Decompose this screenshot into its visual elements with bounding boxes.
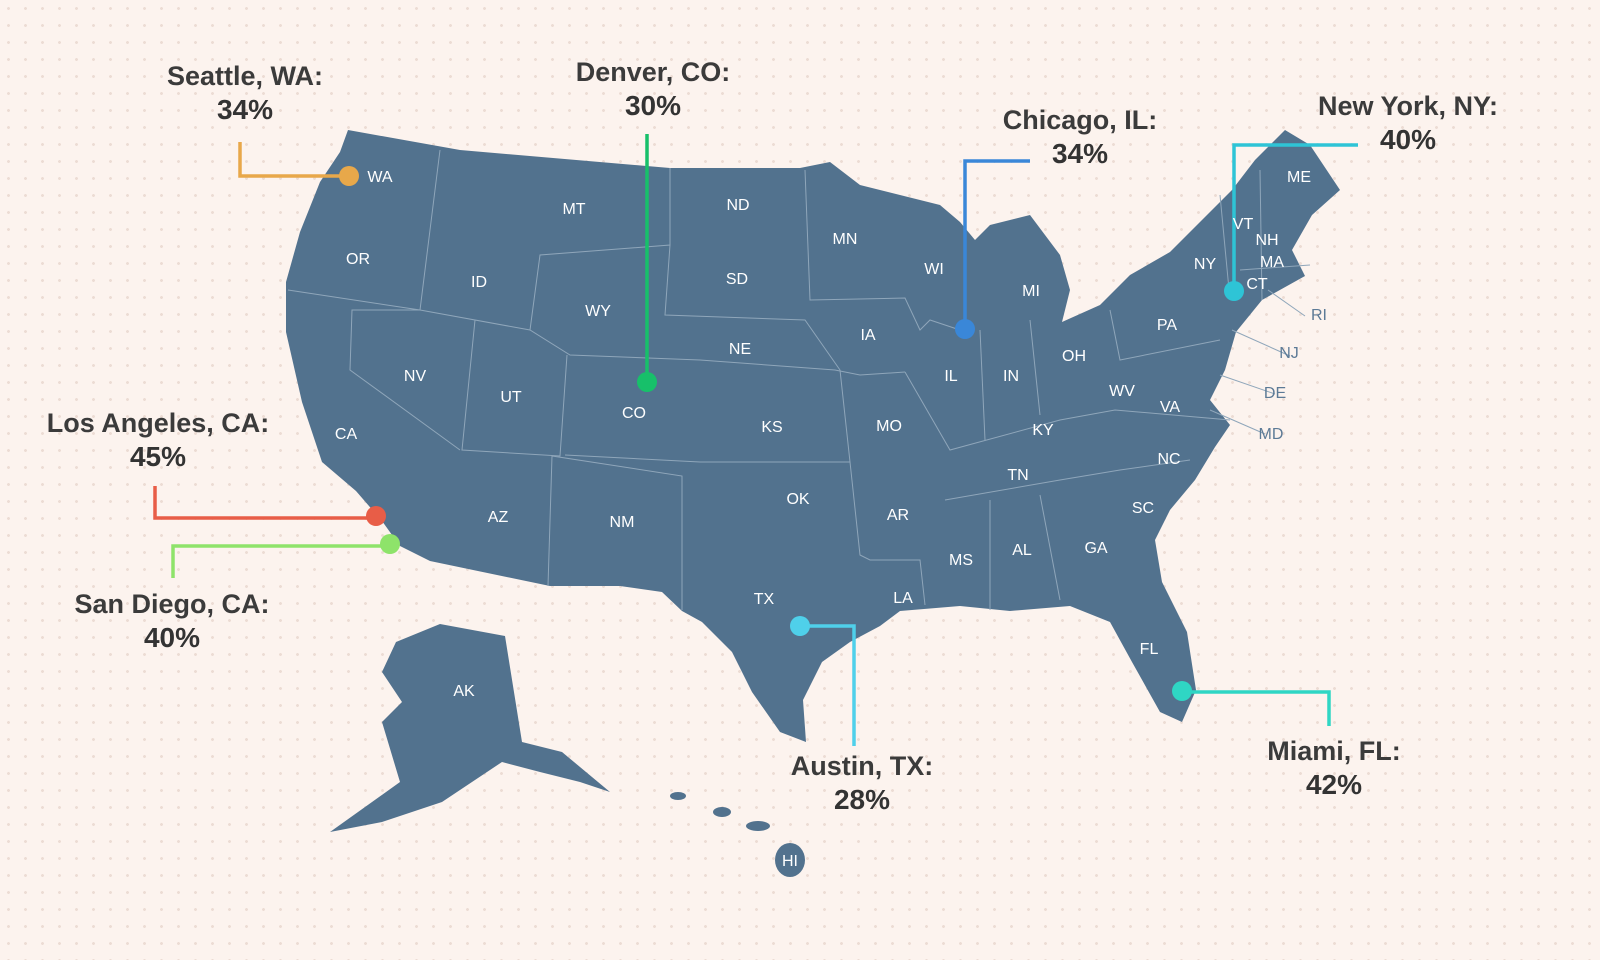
callout-austin: Austin, TX: 28% [791,750,934,817]
state-label-ut: UT [500,389,522,406]
state-label-nm: NM [609,514,635,531]
callout-leader-line [1182,690,1331,726]
state-label-sd: SD [725,271,749,288]
state-label-mi: MI [1022,283,1040,300]
state-label-ny: NY [1193,256,1217,273]
state-label-ia: IA [860,327,876,344]
callout-city: Denver, CO: [575,57,731,87]
callout-seattle: Seattle, WA: 34% [167,60,323,127]
contiguous-us-shape [286,130,1340,742]
callout-value: 34% [216,93,274,125]
state-label-nc: NC [1157,451,1181,468]
state-label-ca: CA [334,426,358,443]
state-label-wa: WA [367,169,393,186]
city-marker-dot [637,372,657,392]
state-label-wi: WI [924,261,944,278]
state-label-ok: OK [786,491,810,508]
callout-leader-line [171,544,390,578]
city-marker-dot [366,506,386,526]
callout-denver: Denver, CO: 30% [576,56,731,123]
state-label-nj: NJ [1279,345,1299,362]
state-label-il: IL [944,368,958,385]
state-label-tn: TN [1007,467,1029,484]
state-label-ak: AK [453,683,475,700]
state-label-oh: OH [1062,348,1086,365]
hawaii-island [670,792,686,800]
state-label-ar: AR [886,507,910,524]
callout-city: Chicago, IL: [1002,105,1158,135]
callout-value: 45% [129,440,187,472]
alaska-shape [330,624,610,832]
callout-los-angeles: Los Angeles, CA: 45% [47,407,270,474]
city-marker-dot [1172,681,1192,701]
state-label-nd: ND [726,197,750,214]
state-label-az: AZ [487,509,509,526]
callout-city: Los Angeles, CA: [46,408,270,438]
state-label-mo: MO [876,418,902,435]
state-label-wy: WY [585,303,611,320]
state-label-co: CO [622,405,646,422]
hawaii-island [775,843,805,877]
callout-city: Seattle, WA: [166,61,324,91]
state-label-ma: MA [1260,254,1284,271]
state-label-de: DE [1263,385,1287,402]
state-label-hi: HI [782,853,798,870]
city-marker-dot [955,319,975,339]
state-label-nh: NH [1255,232,1279,249]
callout-leader-line [238,142,349,178]
state-label-ne: NE [728,341,752,358]
state-label-me: ME [1287,169,1311,186]
city-marker-dot [1224,281,1244,301]
hawaii-island [746,821,770,831]
state-label-ct: CT [1246,276,1268,293]
state-label-al: AL [1012,542,1032,559]
callout-value: 40% [1379,123,1437,155]
callout-value: 30% [624,89,682,121]
callout-value: 28% [833,783,891,815]
callout-leader-line [153,486,376,520]
city-marker-dot [339,166,359,186]
callout-value: 34% [1051,137,1109,169]
state-label-id: ID [471,274,487,291]
callout-value: 40% [143,621,201,653]
state-label-md: MD [1258,426,1284,443]
state-label-pa: PA [1156,317,1178,334]
state-label-ms: MS [949,552,973,569]
state-borders [287,149,1311,610]
state-label-mt: MT [562,201,586,218]
state-label-nv: NV [403,368,427,385]
state-label-la: LA [893,590,913,607]
state-label-wv: WV [1109,383,1135,400]
city-marker-dot [790,616,810,636]
hawaii-island [713,807,731,817]
state-label-va: VA [1159,399,1181,416]
state-label-mn: MN [832,231,858,248]
state-label-vt: VT [1232,216,1254,233]
callout-san-diego: San Diego, CA: 40% [74,588,269,655]
state-label-ky: KY [1032,422,1054,439]
callout-city: Miami, FL: [1267,736,1401,766]
callout-city: Austin, TX: [790,751,934,781]
state-label-fl: FL [1139,641,1159,658]
state-label-in: IN [1003,368,1019,385]
callout-city: San Diego, CA: [74,589,270,619]
callout-leader-line [1232,143,1358,291]
callout-value: 42% [1305,768,1363,800]
state-label-tx: TX [753,591,775,608]
callout-chicago: Chicago, IL: 34% [1003,104,1158,171]
state-label-or: OR [346,251,370,268]
state-label-ri: RI [1311,307,1327,324]
city-marker-dot [380,534,400,554]
callout-miami: Miami, FL: 42% [1267,735,1401,802]
callout-new-york: New York, NY: 40% [1318,90,1498,157]
state-label-sc: SC [1131,500,1155,517]
callout-city: New York, NY: [1317,91,1499,121]
state-label-ks: KS [761,419,783,436]
callout-leader-line [963,159,1030,329]
callout-leader-line [800,624,856,746]
state-label-ga: GA [1084,540,1108,557]
